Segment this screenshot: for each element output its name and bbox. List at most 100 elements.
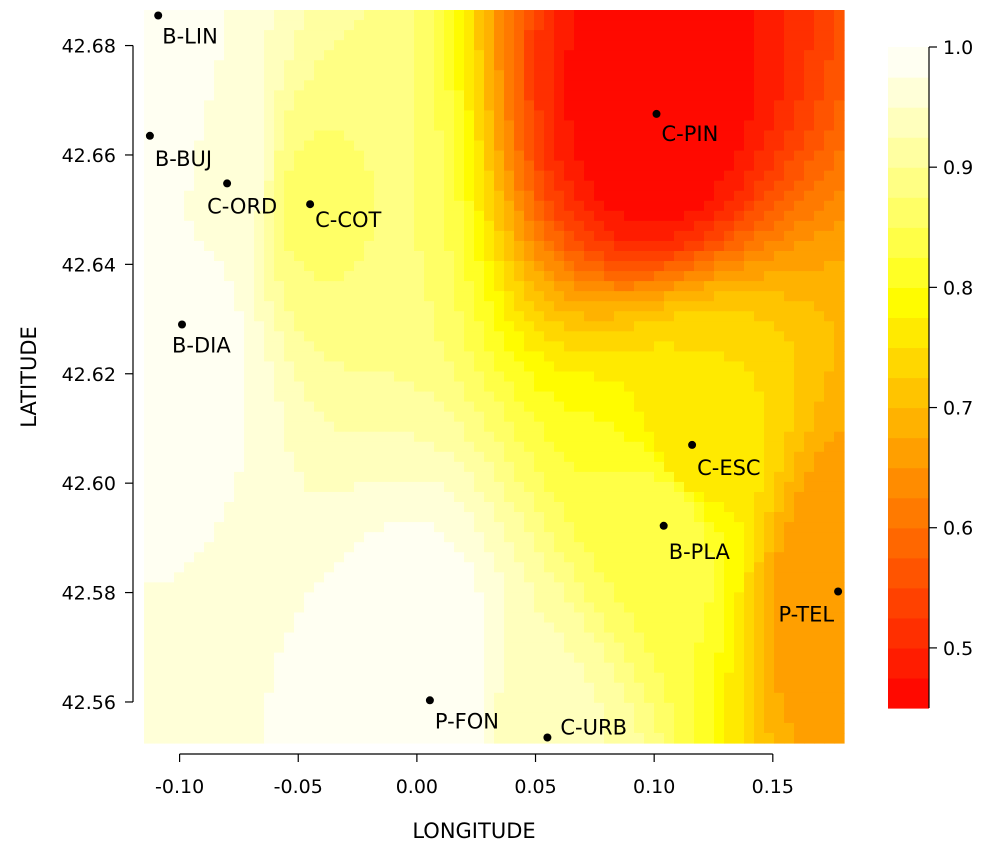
heatmap-cell (804, 692, 815, 704)
heatmap-cell (664, 60, 675, 71)
heatmap-cell (534, 702, 545, 714)
heatmap-cell (454, 471, 465, 483)
heatmap-cell (504, 180, 515, 192)
heatmap-cell (264, 140, 275, 152)
heatmap-cell (234, 612, 245, 624)
heatmap-cell (464, 411, 475, 423)
heatmap-cell (594, 160, 605, 172)
heatmap-cell (204, 461, 215, 473)
heatmap-cell (644, 622, 655, 634)
heatmap-cell (454, 321, 465, 332)
heatmap-cell (184, 160, 195, 172)
heatmap-cell (294, 371, 305, 383)
heatmap-cell (244, 230, 255, 242)
heatmap-cell (164, 200, 175, 212)
heatmap-cell (274, 120, 285, 132)
heatmap-field (144, 10, 845, 744)
heatmap-cell (144, 431, 155, 443)
heatmap-cell (344, 431, 355, 443)
heatmap-cell (794, 60, 805, 71)
heatmap-cell (514, 271, 525, 282)
heatmap-cell (344, 502, 355, 513)
heatmap-cell (734, 522, 745, 533)
heatmap-cell (764, 291, 775, 302)
heatmap-cell (194, 712, 205, 724)
heatmap-cell (594, 401, 605, 413)
heatmap-cell (164, 341, 175, 352)
heatmap-cell (414, 311, 425, 322)
heatmap-cell (494, 612, 505, 624)
heatmap-cell (604, 642, 615, 654)
heatmap-cell (594, 40, 605, 51)
heatmap-cell (324, 40, 335, 51)
heatmap-cell (314, 421, 325, 433)
heatmap-cell (774, 562, 785, 573)
heatmap-cell (784, 80, 795, 91)
heatmap-cell (514, 261, 525, 272)
heatmap-cell (194, 622, 205, 634)
heatmap-cell (804, 220, 815, 232)
heatmap-cell (484, 261, 495, 272)
heatmap-cell (584, 491, 595, 503)
heatmap-cell (484, 612, 495, 624)
heatmap-cell (324, 341, 335, 352)
heatmap-cell (554, 712, 565, 724)
heatmap-cell (804, 411, 815, 423)
heatmap-cell (244, 261, 255, 272)
heatmap-cell (824, 240, 835, 252)
heatmap-cell (164, 712, 175, 724)
heatmap-cell (714, 190, 725, 202)
heatmap-cell (634, 291, 645, 302)
heatmap-cell (384, 562, 395, 573)
heatmap-cell (234, 70, 245, 81)
heatmap-cell (594, 491, 605, 503)
heatmap-cell (704, 250, 715, 262)
heatmap-cell (804, 592, 815, 604)
heatmap-cell (704, 271, 715, 282)
heatmap-cell (624, 421, 635, 433)
heatmap-cell (304, 70, 315, 81)
heatmap-cell (214, 210, 225, 222)
heatmap-cell (264, 200, 275, 212)
heatmap-cell (214, 712, 225, 724)
heatmap-cell (684, 652, 695, 664)
heatmap-cell (594, 572, 605, 583)
heatmap-cell (694, 622, 705, 634)
heatmap-cell (254, 100, 265, 112)
heatmap-cell (754, 542, 765, 553)
heatmap-cell (304, 371, 315, 383)
heatmap-cell (324, 70, 335, 81)
heatmap-cell (224, 451, 235, 463)
heatmap-cell (534, 150, 545, 162)
heatmap-cell (444, 632, 455, 644)
heatmap-cell (454, 461, 465, 473)
heatmap-cell (804, 532, 815, 543)
heatmap-cell (204, 110, 215, 122)
heatmap-cell (204, 451, 215, 463)
heatmap-cell (264, 250, 275, 262)
heatmap-cell (494, 451, 505, 463)
heatmap-cell (254, 451, 265, 463)
heatmap-cell (364, 240, 375, 252)
heatmap-cell (544, 512, 555, 523)
heatmap-cell (444, 572, 455, 583)
heatmap-cell (694, 441, 705, 453)
heatmap-cell (824, 130, 835, 142)
heatmap-cell (404, 160, 415, 172)
heatmap-cell (234, 552, 245, 563)
heatmap-cell (244, 140, 255, 152)
heatmap-cell (824, 471, 835, 483)
heatmap-cell (494, 30, 505, 41)
heatmap-cell (524, 301, 535, 312)
heatmap-cell (214, 602, 225, 614)
heatmap-cell (824, 140, 835, 152)
heatmap-cell (694, 281, 705, 292)
heatmap-cell (514, 40, 525, 51)
heatmap-cell (154, 140, 165, 152)
heatmap-cell (164, 311, 175, 322)
heatmap-cell (264, 281, 275, 292)
heatmap-cell (784, 10, 795, 21)
heatmap-cell (304, 622, 315, 634)
heatmap-cell (554, 391, 565, 403)
heatmap-cell (654, 632, 665, 644)
